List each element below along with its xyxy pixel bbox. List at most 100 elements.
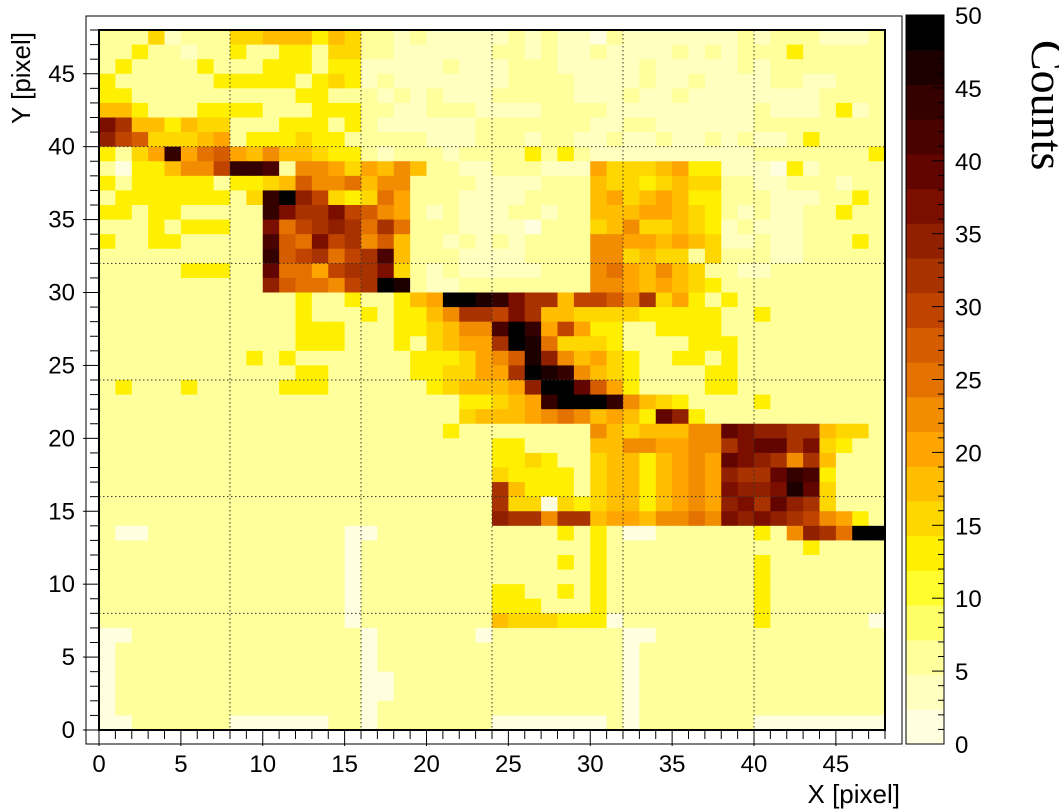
- heatmap-cell: [230, 190, 247, 206]
- heatmap-cell: [590, 511, 608, 527]
- heatmap-cell: [197, 540, 215, 556]
- heatmap-cell: [459, 263, 477, 279]
- heatmap-cell: [770, 540, 788, 556]
- heatmap-cell: [262, 482, 280, 498]
- heatmap-cell: [377, 277, 395, 294]
- heatmap-cell: [868, 700, 886, 717]
- heatmap-cell: [311, 686, 329, 702]
- heatmap-cell: [328, 117, 346, 133]
- heatmap-cell: [230, 657, 247, 673]
- heatmap-cell: [541, 321, 559, 337]
- heatmap-cell: [393, 380, 411, 396]
- heatmap-cell: [754, 190, 771, 206]
- heatmap-cell: [393, 234, 411, 250]
- heatmap-cell: [377, 482, 395, 498]
- heatmap-cell: [868, 321, 886, 337]
- heatmap-cell: [426, 584, 444, 600]
- heatmap-cell: [786, 263, 804, 279]
- heatmap-cell: [754, 627, 771, 644]
- heatmap-cell: [230, 613, 247, 629]
- heatmap-cell: [688, 365, 706, 381]
- heatmap-cell: [197, 59, 215, 75]
- heatmap-cell: [492, 380, 509, 396]
- heatmap-cell: [328, 234, 346, 250]
- heatmap-cell: [754, 277, 771, 294]
- heatmap-cell: [164, 292, 182, 308]
- heatmap-cell: [557, 161, 575, 177]
- colorbar-segment: [906, 327, 944, 363]
- heatmap-cell: [246, 321, 264, 337]
- heatmap-cell: [279, 584, 297, 600]
- heatmap-cell: [377, 627, 395, 644]
- heatmap-cell: [770, 117, 788, 133]
- heatmap-cell: [164, 205, 182, 221]
- heatmap-cell: [230, 438, 247, 454]
- heatmap-cell: [573, 146, 591, 162]
- heatmap-cell: [148, 452, 166, 469]
- heatmap-cell: [623, 409, 640, 425]
- heatmap-cell: [361, 555, 378, 571]
- heatmap-cell: [180, 511, 198, 527]
- heatmap-cell: [819, 350, 837, 367]
- heatmap-cell: [115, 88, 133, 104]
- heatmap-cell: [115, 423, 133, 439]
- heatmap-cell: [410, 30, 428, 46]
- heatmap-cell: [704, 452, 722, 469]
- heatmap-cell: [426, 350, 444, 367]
- heatmap-cell: [328, 44, 346, 60]
- heatmap-cell: [148, 423, 166, 439]
- heatmap-cell: [180, 73, 198, 89]
- heatmap-cell: [115, 117, 133, 133]
- heatmap-cell: [737, 161, 755, 177]
- heatmap-cell: [131, 657, 149, 673]
- heatmap-cell: [492, 598, 509, 614]
- heatmap-cell: [459, 657, 477, 673]
- heatmap-cell: [442, 59, 460, 75]
- colorbar-tick-label: 35: [955, 222, 982, 249]
- heatmap-cell: [393, 350, 411, 367]
- heatmap-cell: [377, 146, 395, 162]
- heatmap-cell: [852, 452, 870, 469]
- heatmap-cell: [721, 263, 739, 279]
- heatmap-cell: [819, 598, 837, 614]
- heatmap-cell: [180, 205, 198, 221]
- heatmap-cell: [262, 30, 280, 46]
- heatmap-cell: [868, 277, 886, 294]
- heatmap-cell: [754, 307, 771, 323]
- heatmap-cell: [246, 30, 264, 46]
- heatmap-cell: [295, 511, 313, 527]
- heatmap-cell: [492, 467, 509, 483]
- heatmap-cell: [737, 525, 755, 542]
- heatmap-cell: [328, 584, 346, 600]
- heatmap-cell: [688, 321, 706, 337]
- heatmap-cell: [295, 263, 313, 279]
- heatmap-cell: [639, 175, 657, 192]
- heatmap-cell: [590, 132, 608, 148]
- heatmap-cell: [541, 540, 559, 556]
- heatmap-cell: [213, 219, 231, 235]
- heatmap-cell: [230, 409, 247, 425]
- heatmap-cell: [672, 511, 690, 527]
- heatmap-cell: [213, 394, 231, 410]
- heatmap-cell: [803, 657, 821, 673]
- heatmap-cell: [393, 117, 411, 133]
- heatmap-cell: [311, 627, 329, 644]
- heatmap-cell: [672, 627, 690, 644]
- heatmap-cell: [508, 263, 526, 279]
- y-tick-label: 10: [48, 571, 75, 598]
- heatmap-cell: [442, 613, 460, 629]
- heatmap-cell: [148, 88, 166, 104]
- heatmap-cell: [803, 190, 821, 206]
- heatmap-cell: [852, 336, 870, 352]
- heatmap-cell: [590, 452, 608, 469]
- heatmap-cell: [590, 627, 608, 644]
- heatmap-cell: [639, 132, 657, 148]
- heatmap-cell: [786, 190, 804, 206]
- heatmap-cell: [295, 452, 313, 469]
- heatmap-cell: [442, 234, 460, 250]
- heatmap-cell: [279, 321, 297, 337]
- heatmap-cell: [115, 219, 133, 235]
- heatmap-cell: [197, 496, 215, 512]
- heatmap-cell: [377, 584, 395, 600]
- heatmap-cell: [393, 700, 411, 717]
